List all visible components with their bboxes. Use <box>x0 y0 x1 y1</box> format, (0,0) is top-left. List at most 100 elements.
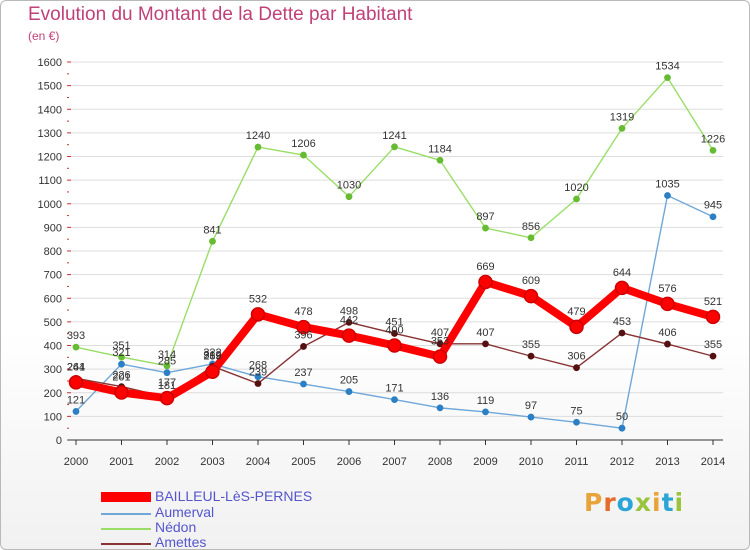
y-tick-label-1200: 1200 <box>38 152 62 164</box>
x-tick-label-2012: 2012 <box>610 456 634 468</box>
data-label-bailleul-les-pernes-2002: 177 <box>158 377 176 389</box>
data-point-nedon-2003 <box>209 237 216 245</box>
data-label-aumerval-2013: 1035 <box>655 178 679 190</box>
data-label-nedon-2005: 1206 <box>291 138 315 150</box>
data-point-amettes-2013 <box>664 340 671 348</box>
data-point-amettes-2008 <box>436 340 444 348</box>
chart-subtitle: (en €) <box>28 29 60 43</box>
data-label-aumerval-2011: 75 <box>570 405 582 417</box>
data-point-bailleul-les-pernes-2005 <box>296 319 311 335</box>
data-label-aumerval-2005: 237 <box>294 367 312 379</box>
y-tick-label-1000: 1000 <box>38 199 62 211</box>
data-label-nedon-2004: 1240 <box>246 130 270 142</box>
data-label-aumerval-2009: 119 <box>477 395 495 407</box>
x-tick-label-2002: 2002 <box>155 456 179 468</box>
data-point-bailleul-les-pernes-2013 <box>660 296 675 312</box>
data-point-amettes-2010 <box>527 352 535 360</box>
data-point-amettes-2009 <box>482 340 489 348</box>
data-label-nedon-2011: 1020 <box>564 182 588 194</box>
data-label-bailleul-les-pernes-2012: 644 <box>613 267 631 279</box>
data-label-nedon-2014: 1226 <box>701 133 725 145</box>
x-tick-label-2009: 2009 <box>473 456 497 468</box>
data-point-aumerval-2004 <box>254 373 262 381</box>
data-label-nedon-2003: 841 <box>203 224 221 236</box>
x-tick-label-2006: 2006 <box>337 456 361 468</box>
data-label-amettes-2000: 261 <box>67 361 85 373</box>
data-label-bailleul-les-pernes-2008: 353 <box>431 336 449 348</box>
data-label-amettes-2010: 355 <box>522 339 540 351</box>
data-point-bailleul-les-pernes-2002 <box>159 390 175 406</box>
data-label-nedon-2000: 393 <box>67 330 85 342</box>
data-label-aumerval-2000: 121 <box>67 394 85 406</box>
data-point-nedon-2006 <box>345 193 353 201</box>
data-label-amettes-2014: 355 <box>704 339 722 351</box>
x-tick-label-2005: 2005 <box>291 456 315 468</box>
data-point-aumerval-2000 <box>72 408 80 415</box>
x-tick-label-2013: 2013 <box>655 456 679 468</box>
data-point-aumerval-2012 <box>618 424 626 432</box>
data-point-nedon-2011 <box>573 195 580 203</box>
data-point-nedon-2013 <box>664 74 671 81</box>
data-point-aumerval-2010 <box>527 413 535 421</box>
data-point-bailleul-les-pernes-2000 <box>68 375 84 390</box>
data-label-amettes-2009: 407 <box>476 327 494 339</box>
x-tick-label-2010: 2010 <box>519 456 543 468</box>
data-label-bailleul-les-pernes-2014: 521 <box>704 296 722 308</box>
data-label-bailleul-les-pernes-2001: 201 <box>112 372 130 384</box>
data-label-amettes-2003: 312 <box>203 349 221 361</box>
data-point-nedon-2014 <box>709 146 717 154</box>
y-tick-label-400: 400 <box>44 341 62 353</box>
y-tick-label-500: 500 <box>44 317 62 329</box>
data-label-aumerval-2012: 50 <box>616 411 628 423</box>
data-label-aumerval-2007: 171 <box>385 383 403 395</box>
data-point-amettes-2004 <box>254 380 262 387</box>
logo-letter: i <box>652 488 662 517</box>
data-point-aumerval-2009 <box>482 408 489 416</box>
data-label-aumerval-2001: 321 <box>112 347 130 359</box>
logo-letter: i <box>674 488 685 517</box>
logo-letter: x <box>634 488 652 517</box>
data-point-aumerval-2013 <box>664 192 671 199</box>
data-point-nedon-2010 <box>527 234 535 242</box>
data-label-nedon-2010: 856 <box>522 221 540 233</box>
data-point-bailleul-les-pernes-2008 <box>432 349 448 364</box>
data-label-aumerval-2008: 136 <box>431 391 449 403</box>
data-label-amettes-2001: 226 <box>112 370 130 382</box>
y-tick-label-800: 800 <box>44 246 62 258</box>
data-label-aumerval-2010: 97 <box>525 400 537 412</box>
data-label-aumerval-2006: 205 <box>340 375 358 387</box>
data-label-nedon-2013: 1534 <box>655 61 679 73</box>
x-tick-label-2011: 2011 <box>565 456 589 468</box>
y-tick-label-1300: 1300 <box>38 128 62 140</box>
y-tick-label-1400: 1400 <box>38 104 62 116</box>
data-label-amettes-2002: 181 <box>158 380 176 392</box>
data-label-aumerval-2002: 285 <box>158 356 176 368</box>
data-label-amettes-2007: 451 <box>385 316 403 328</box>
data-label-bailleul-les-pernes-2007: 400 <box>385 325 403 337</box>
data-label-amettes-2012: 453 <box>613 316 631 328</box>
chart-title: Evolution du Montant de la Dette par Hab… <box>28 4 413 25</box>
logo-letter: r <box>603 488 617 517</box>
proxiti-logo: Proxiti <box>584 488 684 517</box>
logo-letter: o <box>616 488 635 517</box>
x-tick-label-2004: 2004 <box>246 456 270 468</box>
data-label-amettes-2013: 406 <box>658 327 676 339</box>
y-tick-label-700: 700 <box>44 270 62 282</box>
data-label-nedon-2012: 1319 <box>610 111 634 123</box>
data-label-bailleul-les-pernes-2004: 532 <box>249 293 267 305</box>
legend-label-nedon: Nédon <box>155 519 197 535</box>
data-label-nedon-2009: 897 <box>476 211 494 223</box>
data-point-aumerval-2005 <box>300 380 307 388</box>
x-tick-label-2008: 2008 <box>428 456 452 468</box>
y-tick-label-600: 600 <box>44 293 62 305</box>
data-label-bailleul-les-pernes-2010: 609 <box>522 275 540 287</box>
data-point-aumerval-2011 <box>573 418 580 426</box>
legend-swatch-bailleul <box>101 492 151 502</box>
data-point-aumerval-2007 <box>391 396 398 404</box>
legend-label-amettes: Amettes <box>155 534 207 550</box>
data-point-bailleul-les-pernes-2001 <box>114 385 129 400</box>
data-point-aumerval-2001 <box>118 360 125 368</box>
data-point-amettes-2005 <box>300 343 307 350</box>
